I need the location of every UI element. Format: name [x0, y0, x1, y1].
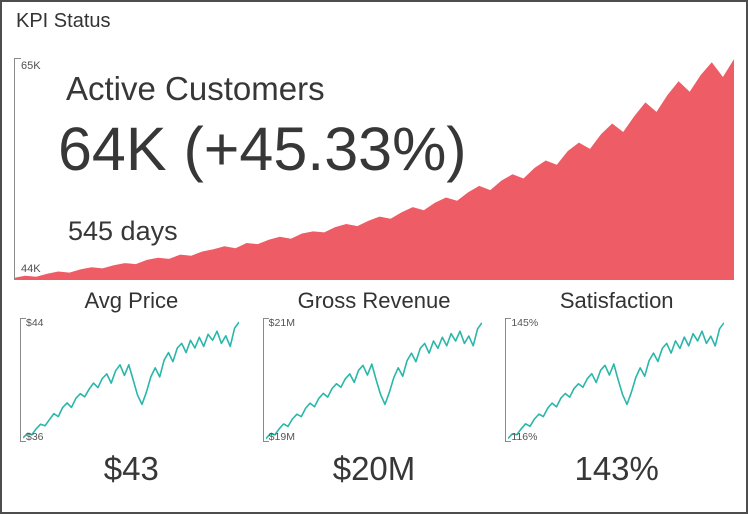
kpi-value-and-delta: 64K (+45.33%) [58, 115, 467, 183]
gross-revenue-bottom-tick [262, 441, 269, 442]
satisfaction-title: Satisfaction [559, 288, 674, 313]
gross-revenue-chart-area: $21M $19M [262, 317, 483, 443]
gross-revenue-title: Gross Revenue [297, 288, 451, 313]
avg-price-chart-area: $44 $36 [20, 317, 240, 443]
gross-revenue-axis-min-label: $19M [268, 431, 295, 443]
gross-revenue-y-axis-line [262, 318, 264, 442]
satisfaction-axis-max-label: 145% [511, 317, 539, 329]
avg-price-top-tick [20, 318, 26, 319]
avg-price-bottom-tick [20, 441, 26, 442]
avg-price-title: Avg Price [84, 288, 179, 313]
satisfaction-chart-area: 145% 116% [505, 317, 725, 443]
avg-price-axis-min-label: $36 [26, 431, 44, 443]
main-axis-max-label: 65K [21, 60, 41, 72]
avg-price-current-value: $43 [103, 450, 159, 487]
gross-revenue-top-tick [262, 318, 269, 319]
satisfaction-bottom-tick [505, 441, 512, 442]
gross-revenue-current-value: $20M [332, 450, 416, 487]
main-axis-min-label: 44K [21, 263, 41, 275]
satisfaction-y-axis-line [505, 318, 507, 442]
gross-revenue-line-chart [265, 319, 483, 441]
gross-revenue-axis-max-label: $21M [268, 317, 295, 329]
active-customers-kpi-visual[interactable]: 65K 44K Active Customers 64K (+45.33%) 5… [14, 58, 734, 280]
main-y-axis-line [14, 58, 15, 280]
gross-revenue-card[interactable]: Gross Revenue $21M $19M $20M [253, 284, 496, 506]
satisfaction-current-value: 143% [574, 450, 659, 487]
satisfaction-card[interactable]: Satisfaction 145% 116% 143% [495, 284, 738, 506]
satisfaction-top-tick [505, 318, 512, 319]
sparkline-row: Avg Price $44 $36 $43 Gross Revenue $21M… [10, 284, 738, 506]
main-y-axis-bottom-tick [14, 279, 21, 280]
avg-price-y-axis-line [20, 318, 21, 442]
page-title: KPI Status [16, 10, 111, 32]
kpi-metric-name: Active Customers [66, 70, 325, 107]
avg-price-card[interactable]: Avg Price $44 $36 $43 [10, 284, 253, 506]
satisfaction-line-chart [507, 319, 725, 441]
kpi-period-label: 545 days [68, 216, 178, 246]
active-customers-area-chart [14, 58, 734, 280]
avg-price-axis-max-label: $44 [26, 317, 44, 329]
avg-price-line-chart [22, 319, 240, 441]
satisfaction-axis-min-label: 116% [511, 431, 538, 443]
main-y-axis-top-tick [14, 58, 21, 59]
